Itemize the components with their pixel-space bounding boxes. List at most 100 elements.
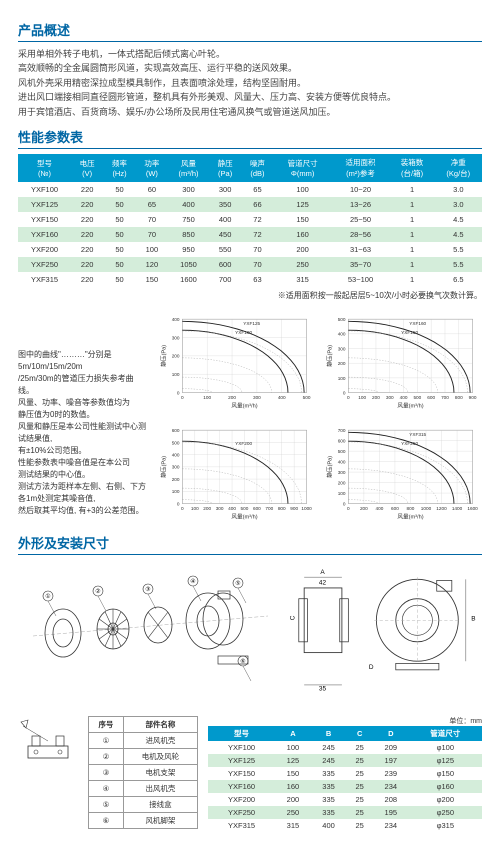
svg-text:100: 100 <box>172 489 180 494</box>
performance-table: 型号(№)电压(V)频率(Hz)功率(W)风量(m³/h)静压(Pa)噪声(dB… <box>18 154 482 287</box>
technical-drawing: A42BD35C <box>288 561 482 712</box>
svg-text:1000: 1000 <box>301 506 312 511</box>
svg-text:0: 0 <box>343 390 346 395</box>
desc-line: 风机外壳采用精密深拉成型模具制作，且表面喷涂处理，结构坚固耐用。 <box>18 76 482 90</box>
svg-text:B: B <box>471 615 475 622</box>
table-row: ④出风机壳 <box>89 780 198 796</box>
svg-text:1400: 1400 <box>452 506 463 511</box>
charts-section: 图中的曲线"………"分别是5m/10m/15m/20m/25m/30m的管道压力… <box>18 309 482 525</box>
perf-header: 型号(№) <box>18 154 71 182</box>
perf-header: 电压(V) <box>71 154 103 182</box>
svg-text:①: ① <box>45 593 50 600</box>
svg-text:400: 400 <box>278 395 286 400</box>
svg-text:500: 500 <box>338 449 346 454</box>
svg-text:100: 100 <box>203 395 211 400</box>
perf-header: 管道尺寸Φ(mm) <box>274 154 332 182</box>
svg-text:100: 100 <box>358 395 366 400</box>
table-row: YXF25025033525195φ250 <box>208 806 482 819</box>
svg-text:D: D <box>369 664 374 671</box>
svg-text:风量(m³/h): 风量(m³/h) <box>397 403 423 410</box>
svg-text:0: 0 <box>181 395 184 400</box>
table-row: YXF15015033525239φ150 <box>208 767 482 780</box>
table-row: YXF12512524525197φ125 <box>208 754 482 767</box>
svg-text:风量(m³/h): 风量(m³/h) <box>231 403 257 410</box>
table-row: ⑥风机脚架 <box>89 812 198 828</box>
svg-text:③: ③ <box>145 586 150 593</box>
svg-text:0: 0 <box>347 395 350 400</box>
svg-text:A: A <box>320 569 325 576</box>
svg-text:1000: 1000 <box>421 506 432 511</box>
table-row: YXF20020033525208φ200 <box>208 793 482 806</box>
svg-text:YXF160: YXF160 <box>409 321 426 326</box>
svg-text:600: 600 <box>427 395 435 400</box>
svg-text:500: 500 <box>172 440 180 445</box>
svg-text:400: 400 <box>172 317 180 322</box>
perf-header: 适用面积(m²)参考 <box>332 154 390 182</box>
svg-text:0: 0 <box>343 501 346 506</box>
svg-text:风量(m³/h): 风量(m³/h) <box>231 514 257 521</box>
perf-note: ※适用面积按一般起居层5~10次/小时必要换气次数计算。 <box>18 290 482 301</box>
svg-text:200: 200 <box>372 395 380 400</box>
svg-text:②: ② <box>95 588 100 595</box>
svg-text:900: 900 <box>290 506 298 511</box>
perf-header: 功率(W) <box>136 154 168 182</box>
svg-text:400: 400 <box>375 506 383 511</box>
svg-text:1600: 1600 <box>467 506 478 511</box>
svg-text:YXF315: YXF315 <box>409 432 426 437</box>
table-row: YXF3152205015016007006331553~10016.5 <box>18 272 482 287</box>
svg-text:静压(Pa): 静压(Pa) <box>325 456 333 478</box>
svg-text:200: 200 <box>203 506 211 511</box>
bracket-diagram <box>18 716 78 771</box>
svg-text:静压(Pa): 静压(Pa) <box>159 456 167 478</box>
svg-text:600: 600 <box>391 506 399 511</box>
svg-text:100: 100 <box>191 506 199 511</box>
svg-text:800: 800 <box>278 506 286 511</box>
svg-text:300: 300 <box>172 465 180 470</box>
desc-line: 高效顺畅的全金属圆筒形风道，实现高效高压、运行平稳的送风效果。 <box>18 61 482 75</box>
svg-text:500: 500 <box>413 395 421 400</box>
overview-title: 产品概述 <box>18 20 482 42</box>
table-row: YXF2502205012010506007025035~7015.5 <box>18 257 482 272</box>
install-title: 外形及安装尺寸 <box>18 533 482 555</box>
svg-text:300: 300 <box>386 395 394 400</box>
desc-line: 进出风口端接相同直径圆形管道，整机具有外形美观、风量大、压力高、安装方便等优良特… <box>18 90 482 104</box>
svg-text:800: 800 <box>407 506 415 511</box>
svg-text:0: 0 <box>181 506 184 511</box>
table-row: YXF31531540025234φ315 <box>208 819 482 832</box>
svg-text:35: 35 <box>319 685 327 692</box>
table-row: YXF16022050708504507216028~5614.5 <box>18 227 482 242</box>
svg-text:900: 900 <box>469 395 477 400</box>
install-section: 外形及安装尺寸 ①②③④⑤⑥ A42BD35C 序号部件名称 ①进风机壳②电机及… <box>18 533 482 832</box>
svg-text:静压(Pa): 静压(Pa) <box>325 345 333 367</box>
table-row: ②电机及风轮 <box>89 748 198 764</box>
svg-text:500: 500 <box>241 506 249 511</box>
exploded-diagram: ①②③④⑤⑥ <box>18 561 278 701</box>
perf-header: 噪声(dB) <box>241 154 273 182</box>
table-row: YXF16016033525234φ160 <box>208 780 482 793</box>
svg-text:700: 700 <box>441 395 449 400</box>
performance-section: 性能参数表 型号(№)电压(V)频率(Hz)功率(W)风量(m³/h)静压(Pa… <box>18 127 482 301</box>
svg-text:400: 400 <box>228 506 236 511</box>
performance-chart: 0200400600800100012001400160001002003004… <box>322 420 482 525</box>
dim-unit: 单位：mm <box>208 716 482 726</box>
table-row: ①进风机壳 <box>89 732 198 748</box>
svg-text:⑤: ⑤ <box>235 580 240 587</box>
svg-text:200: 200 <box>228 395 236 400</box>
svg-text:500: 500 <box>303 395 311 400</box>
perf-header: 净重(Kg/台) <box>435 154 482 182</box>
desc-line: 用于宾馆酒店、百货商场、娱乐/办公场所及民用住宅通风换气或管道送风加压。 <box>18 105 482 119</box>
svg-text:0: 0 <box>347 506 350 511</box>
svg-text:200: 200 <box>360 506 368 511</box>
svg-text:400: 400 <box>400 395 408 400</box>
svg-text:700: 700 <box>265 506 273 511</box>
svg-text:0: 0 <box>177 501 180 506</box>
svg-text:200: 200 <box>172 354 180 359</box>
perf-header: 风量(m³/h) <box>168 154 209 182</box>
svg-text:300: 300 <box>253 395 261 400</box>
svg-text:100: 100 <box>338 491 346 496</box>
svg-text:100: 100 <box>338 376 346 381</box>
svg-text:静压(Pa): 静压(Pa) <box>159 345 167 367</box>
perf-title: 性能参数表 <box>18 127 482 149</box>
overview-section: 产品概述 采用单相外转子电机，一体式搭配后倾式离心叶轮。高效顺畅的全金属圆筒形风… <box>18 20 482 119</box>
performance-chart: 01002003004005000100200300400风量(m³/h)静压(… <box>156 309 316 414</box>
